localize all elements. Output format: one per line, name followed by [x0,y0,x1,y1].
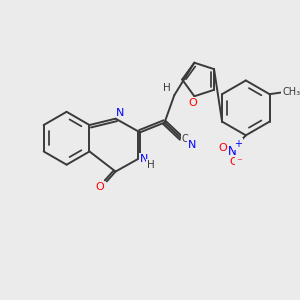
Text: O: O [188,98,197,108]
Text: CH₃: CH₃ [282,87,300,97]
Text: H: H [147,160,155,170]
Text: C: C [182,134,188,144]
Text: H: H [163,83,170,93]
Text: N: N [140,154,148,164]
Text: +: + [234,139,242,149]
Text: O: O [218,143,227,153]
Text: N: N [228,146,236,158]
Text: ⁻: ⁻ [236,157,242,167]
Text: O: O [95,182,104,192]
Text: N: N [188,140,196,150]
Text: N: N [116,108,124,118]
Text: O: O [230,157,239,167]
